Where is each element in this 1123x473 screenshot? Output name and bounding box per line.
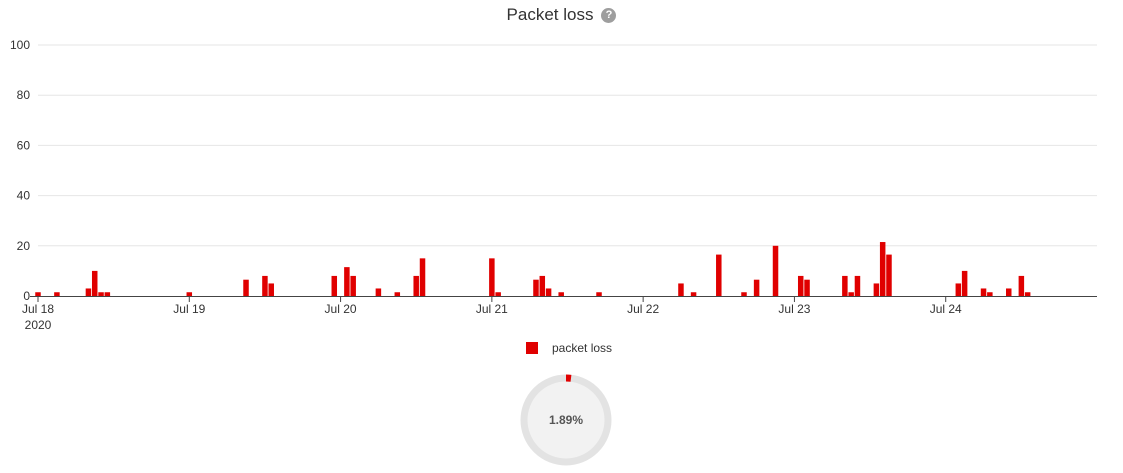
x-tick-label: Jul 24 — [930, 302, 962, 316]
bar[interactable] — [596, 292, 602, 296]
bar[interactable] — [873, 283, 880, 296]
bar[interactable] — [545, 288, 552, 296]
bar[interactable] — [350, 275, 356, 296]
legend-swatch — [526, 342, 538, 354]
legend-item-packet-loss[interactable]: packet loss — [526, 341, 612, 355]
bar[interactable] — [987, 292, 993, 296]
bar[interactable] — [716, 254, 722, 296]
bar[interactable] — [842, 275, 848, 296]
bar[interactable] — [690, 292, 697, 296]
y-tick-label: 40 — [17, 189, 31, 203]
bar[interactable] — [419, 258, 426, 296]
chart-title: Packet loss — [506, 5, 594, 24]
packet-loss-chart: 0 20 40 60 80 100 Jul 18 2020 Jul 19 Jul 20 Jul 2… — [10, 38, 1097, 332]
bar[interactable] — [1018, 275, 1025, 296]
bar[interactable] — [91, 270, 98, 296]
bar[interactable] — [104, 292, 111, 296]
bar[interactable] — [1024, 292, 1031, 296]
bar[interactable] — [268, 283, 274, 296]
question-circle-icon[interactable]: ? — [601, 7, 617, 23]
gauge-value-label: 1.89% — [549, 413, 583, 427]
bar[interactable] — [886, 254, 892, 296]
bar[interactable] — [804, 279, 810, 296]
bar[interactable] — [243, 279, 249, 296]
gauge-background — [527, 381, 605, 459]
bar[interactable] — [797, 275, 804, 296]
x-tick-label: Jul 23 — [778, 302, 810, 316]
bar[interactable] — [495, 292, 501, 296]
bar[interactable] — [394, 292, 401, 296]
x-axis-ticks: Jul 18 2020 Jul 19 Jul 20 Jul 21 Jul 22 Jul 23… — [22, 296, 962, 332]
bar[interactable] — [558, 292, 564, 296]
grid-lines — [38, 44, 1097, 247]
bar[interactable] — [879, 242, 886, 296]
bar[interactable] — [539, 275, 546, 296]
bar[interactable] — [85, 288, 92, 296]
y-tick-label: 80 — [17, 88, 31, 102]
bar[interactable] — [54, 292, 60, 296]
bar[interactable] — [1006, 288, 1012, 296]
bar[interactable] — [848, 292, 854, 296]
bar[interactable] — [35, 292, 41, 296]
bar[interactable] — [331, 275, 338, 296]
bar[interactable] — [772, 245, 779, 296]
x-tick-label: Jul 18 — [22, 302, 54, 316]
bar[interactable] — [262, 275, 268, 296]
bar[interactable] — [741, 292, 747, 296]
chart-header: Packet loss ? — [0, 4, 1123, 26]
y-tick-label: 0 — [23, 289, 30, 303]
y-tick-label: 20 — [17, 239, 31, 253]
bar[interactable] — [413, 275, 419, 296]
bar[interactable] — [854, 275, 861, 296]
bar[interactable] — [961, 270, 968, 296]
bar[interactable] — [980, 288, 987, 296]
bar-series — [35, 242, 1031, 296]
bar[interactable] — [753, 279, 760, 296]
bar[interactable] — [489, 258, 495, 296]
legend-label: packet loss — [552, 341, 613, 355]
x-tick-label: Jul 20 — [325, 302, 357, 316]
x-tick-sublabel: 2020 — [25, 318, 52, 332]
bar[interactable] — [678, 283, 684, 296]
x-tick-label: Jul 19 — [173, 302, 205, 316]
bar[interactable] — [375, 288, 382, 296]
bar[interactable] — [955, 283, 962, 296]
packet-loss-gauge: 1.89% — [520, 374, 612, 466]
y-tick-label: 100 — [10, 38, 30, 52]
bar[interactable] — [533, 279, 539, 296]
bar[interactable] — [98, 292, 104, 296]
y-tick-label: 60 — [17, 138, 31, 152]
x-tick-label: Jul 21 — [476, 302, 508, 316]
bar[interactable] — [344, 267, 350, 296]
x-tick-label: Jul 22 — [627, 302, 659, 316]
y-axis-ticks: 0 20 40 60 80 100 — [10, 38, 30, 303]
bar[interactable] — [186, 292, 193, 296]
